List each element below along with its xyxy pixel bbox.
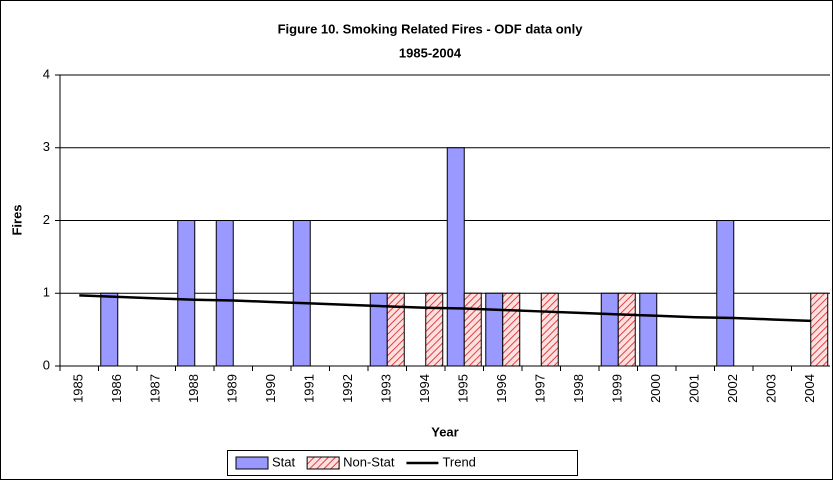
x-tick-label: 2001 xyxy=(687,374,702,403)
bar xyxy=(716,220,735,367)
bar xyxy=(600,292,619,367)
x-tick-label: 1994 xyxy=(417,374,432,403)
x-tick-label: 1991 xyxy=(302,374,317,403)
bar xyxy=(425,292,444,367)
x-axis-label: Year xyxy=(431,424,458,439)
bar xyxy=(485,292,504,367)
x-tick-label: 1997 xyxy=(533,374,548,403)
legend-label: Stat xyxy=(272,454,296,469)
legend-label: Trend xyxy=(442,454,475,469)
x-tick-label: 1988 xyxy=(186,374,201,403)
bar xyxy=(446,147,465,367)
bar xyxy=(463,292,482,367)
y-tick-label: 0 xyxy=(43,357,50,372)
bar xyxy=(369,292,388,367)
bar xyxy=(100,292,119,367)
bar xyxy=(810,292,829,367)
bar xyxy=(386,292,405,367)
x-tick-label: 1989 xyxy=(225,374,240,403)
y-tick-label: 4 xyxy=(43,66,50,81)
x-tick-label: 1990 xyxy=(263,374,278,403)
x-tick-label: 1992 xyxy=(340,374,355,403)
y-tick-label: 1 xyxy=(43,285,50,300)
x-tick-label: 1986 xyxy=(109,374,124,403)
bar xyxy=(617,292,636,367)
chart-title: Figure 10. Smoking Related Fires - ODF d… xyxy=(278,21,584,36)
x-tick-label: 1993 xyxy=(379,374,394,403)
x-tick-label: 2003 xyxy=(764,374,779,403)
y-tick-label: 2 xyxy=(43,212,50,227)
legend-swatch xyxy=(306,456,340,470)
bar xyxy=(639,292,658,367)
y-tick-label: 3 xyxy=(43,139,50,154)
bar xyxy=(292,220,311,367)
x-tick-label: 1998 xyxy=(571,374,586,403)
x-tick-label: 2002 xyxy=(725,374,740,403)
legend-box xyxy=(227,450,578,476)
x-tick-label: 1987 xyxy=(148,374,163,403)
x-tick-label: 1996 xyxy=(494,374,509,403)
bar xyxy=(540,292,559,367)
chart-subtitle: 1985-2004 xyxy=(399,45,462,60)
legend-swatch xyxy=(235,456,269,470)
x-tick-label: 1999 xyxy=(610,374,625,403)
bar xyxy=(502,292,521,367)
x-tick-label: 1985 xyxy=(71,374,86,403)
legend-label: Non-Stat xyxy=(343,454,395,469)
bar xyxy=(215,220,234,367)
x-tick-label: 2004 xyxy=(802,374,817,403)
bar xyxy=(177,220,196,367)
y-axis-label: Fires xyxy=(9,204,24,235)
x-tick-label: 2000 xyxy=(648,374,663,403)
x-tick-label: 1995 xyxy=(456,374,471,403)
trend-line xyxy=(79,294,811,323)
